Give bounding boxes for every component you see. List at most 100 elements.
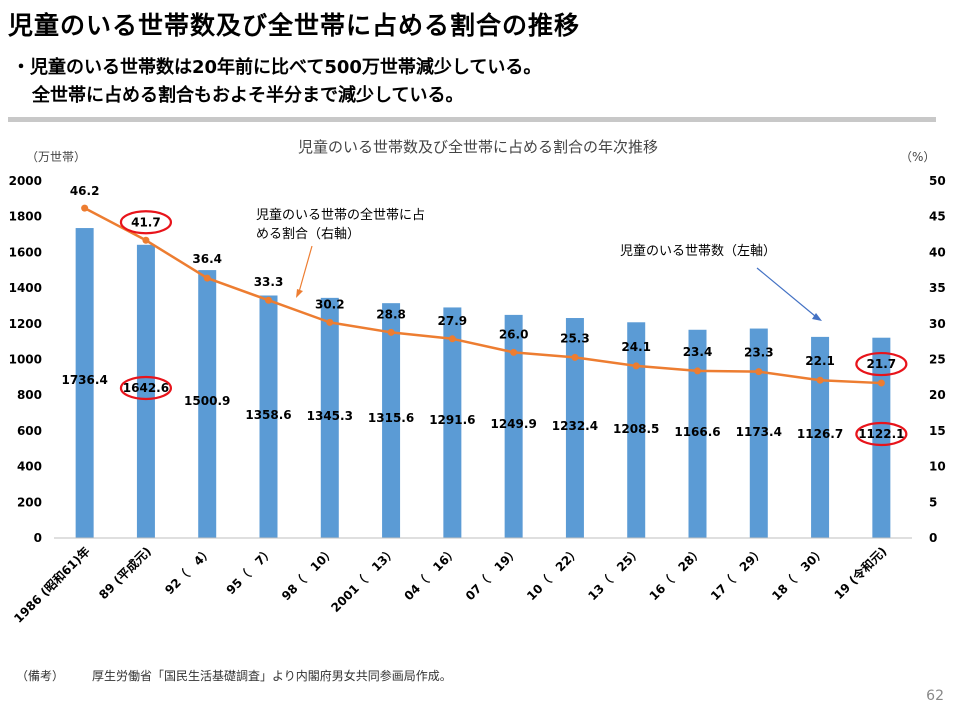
bar-value-label: 1345.3 <box>307 409 353 423</box>
left-tick-label: 200 <box>17 495 42 509</box>
left-tick-label: 1200 <box>9 317 42 331</box>
left-tick-label: 1600 <box>9 245 42 259</box>
line-point <box>265 296 272 304</box>
chart-title: 児童のいる世帯数及び全世帯に占める割合の年次推移 <box>298 138 658 156</box>
line-value-label: 23.4 <box>683 345 713 359</box>
bar-annotation-arrow <box>756 267 816 317</box>
bar-value-label: 1500.9 <box>184 394 230 408</box>
bar <box>259 295 278 538</box>
bar-value-label: 1315.6 <box>368 411 414 425</box>
bar <box>198 270 217 538</box>
highlight-ellipse <box>119 375 173 401</box>
highlight-ellipse <box>855 421 908 447</box>
category-label: 92（ 4） <box>162 544 216 598</box>
line-point <box>510 348 518 356</box>
bar-value-label: 1642.6 <box>123 381 169 395</box>
bar <box>565 318 584 538</box>
bar-value-label: 1736.4 <box>61 373 107 387</box>
left-tick-label: 0 <box>34 531 42 545</box>
line-value-label: 46.2 <box>70 184 100 198</box>
left-tick-label: 800 <box>17 388 42 402</box>
line-point <box>877 379 885 387</box>
category-label: 95（ 7） <box>223 544 277 598</box>
bar <box>627 322 646 538</box>
right-tick-label: 45 <box>929 210 946 224</box>
category-label: 10（ 22） <box>523 544 583 604</box>
left-tick-label: 1000 <box>9 353 42 367</box>
left-tick-label: 400 <box>17 460 42 474</box>
line-point <box>387 328 395 336</box>
left-axis-unit: （万世帯） <box>26 150 86 164</box>
page-number: 62 <box>926 688 944 704</box>
line-value-label: 26.0 <box>499 327 529 341</box>
summary-bullets: ・児童のいる世帯数は20年前に比べて500万世帯減少している。 全世帯に占める割… <box>12 54 541 110</box>
line-point <box>448 335 456 343</box>
bar-annotation-arrowhead <box>812 313 822 321</box>
line-value-label: 22.1 <box>805 354 835 368</box>
left-tick-label: 1400 <box>9 281 42 295</box>
line-point <box>632 362 640 370</box>
bar <box>872 337 891 538</box>
right-axis-unit: （%） <box>900 150 935 164</box>
right-tick-label: 5 <box>929 495 937 509</box>
highlight-ellipses <box>119 210 908 447</box>
line-annotation-arrow <box>298 245 313 293</box>
right-tick-label: 50 <box>929 174 946 188</box>
category-label: 1986 (昭和61)年 <box>11 544 93 626</box>
bar <box>320 297 339 538</box>
right-tick-label: 15 <box>929 424 946 438</box>
line-point <box>326 318 334 326</box>
line-point <box>755 368 763 376</box>
category-label: 19 (令和元) <box>831 544 890 603</box>
bar <box>136 244 155 538</box>
bar-annotation-text: 児童のいる世帯数（左軸） <box>620 243 776 259</box>
line-value-label: 27.9 <box>438 314 468 328</box>
category-label: 89 (平成元) <box>95 544 154 603</box>
category-label: 18（ 30） <box>769 544 829 604</box>
bar-value-label: 1208.5 <box>613 422 659 436</box>
bar <box>504 314 523 538</box>
line-value-label: 25.3 <box>560 331 590 345</box>
line-value-label: 36.4 <box>192 252 222 266</box>
source-text: 厚生労働省「国民生活基礎調査」より内閣府男女共同参画局作成。 <box>92 669 452 683</box>
highlight-ellipse <box>855 351 908 377</box>
households-chart: 児童のいる世帯数及び全世帯に占める割合の年次推移 （万世帯） （%） 1736.… <box>9 138 946 626</box>
bar <box>688 329 707 538</box>
line-value-label: 33.3 <box>254 275 284 289</box>
bar-series <box>75 228 891 538</box>
line-point <box>694 367 701 375</box>
bullet-line-2: 全世帯に占める割合もおよそ半分まで減少している。 <box>32 85 464 106</box>
bar-value-label: 1291.6 <box>429 413 475 427</box>
page-title: 児童のいる世帯数及び全世帯に占める割合の推移 <box>8 11 581 40</box>
category-label: 16（ 28） <box>646 544 706 604</box>
line-point <box>203 274 211 282</box>
line-point <box>571 353 579 361</box>
line-value-label: 41.7 <box>131 215 161 229</box>
bar <box>443 307 462 538</box>
category-label: 13（ 25） <box>585 544 645 604</box>
left-tick-label: 1800 <box>9 210 42 224</box>
line-value-label: 30.2 <box>315 297 345 311</box>
right-tick-label: 35 <box>929 281 946 295</box>
line-value-label: 21.7 <box>867 357 897 371</box>
bar-value-labels: 1736.4 1642.6 1500.9 1358.6 1345.3 1315.6 1291… <box>61 373 904 441</box>
bar <box>382 303 401 538</box>
percentage-line <box>84 207 882 385</box>
right-tick-label: 40 <box>929 245 946 259</box>
bar <box>749 328 768 538</box>
category-label: 07（ 19） <box>462 544 522 604</box>
bar-value-label: 1249.9 <box>490 417 536 431</box>
highlight-ellipse <box>119 210 173 235</box>
line-annotation-arrowhead <box>296 289 303 298</box>
title-divider <box>8 117 936 122</box>
right-tick-label: 30 <box>929 317 946 331</box>
right-tick-label: 20 <box>929 388 946 402</box>
line-point <box>81 204 89 212</box>
line-annotation-text: 児童のいる世帯の全世帯に占 <box>256 207 425 223</box>
category-label: 04（ 16） <box>401 544 461 604</box>
line-value-label: 24.1 <box>621 340 651 354</box>
bar-value-label: 1232.4 <box>552 419 598 433</box>
left-tick-label: 600 <box>17 424 42 438</box>
bar-value-label: 1122.1 <box>858 427 904 441</box>
